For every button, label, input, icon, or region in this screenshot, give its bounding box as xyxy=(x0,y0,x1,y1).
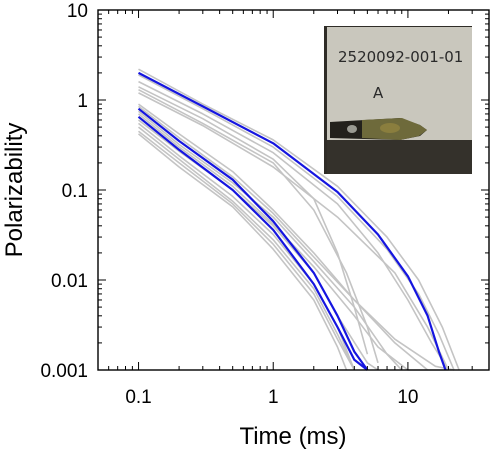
gray-series-10 xyxy=(137,110,403,371)
gray-series-14 xyxy=(138,130,356,371)
x-axis-label: Time (ms) xyxy=(239,423,346,450)
x-tick-label: 1 xyxy=(268,387,279,408)
highlight-series-2 xyxy=(137,115,369,371)
gray-series-9 xyxy=(138,103,429,371)
gray-series-13 xyxy=(138,126,356,371)
background-curves xyxy=(137,68,460,371)
y-tick-label: 10 xyxy=(67,1,88,22)
gray-series-16 xyxy=(137,113,449,371)
y-tick-label: 0.001 xyxy=(40,361,88,382)
gray-series-5 xyxy=(138,80,450,371)
x-tick-label: 10 xyxy=(397,387,418,408)
x-tick-label: 0.1 xyxy=(125,387,151,408)
highlight-series-1 xyxy=(137,107,369,371)
gray-series-17 xyxy=(138,105,455,371)
y-tick-label: 0.01 xyxy=(51,271,88,292)
photo-label-line1: 2520092-001-01 xyxy=(338,48,463,66)
gray-series-3 xyxy=(138,68,460,371)
y-axis: 0.001 0.01 0.1 1 10 xyxy=(40,1,489,382)
highlighted-curves xyxy=(137,71,447,371)
highlight-series-0 xyxy=(137,71,447,371)
photo-table xyxy=(327,140,472,174)
gray-series-15 xyxy=(137,133,348,371)
gray-series-4 xyxy=(138,74,455,371)
core-clip xyxy=(347,125,357,133)
y-tick-label: 1 xyxy=(77,91,88,112)
x-axis: 0.1 1 10 xyxy=(97,10,490,408)
y-tick-label: 0.1 xyxy=(62,181,88,202)
gray-series-8 xyxy=(138,92,450,371)
inset-photo: 2520092-001-01 A xyxy=(324,26,472,174)
core-sample-highlight xyxy=(380,123,400,133)
photo-label-line2: A xyxy=(373,84,384,102)
y-axis-label: Polarizability xyxy=(1,123,28,258)
